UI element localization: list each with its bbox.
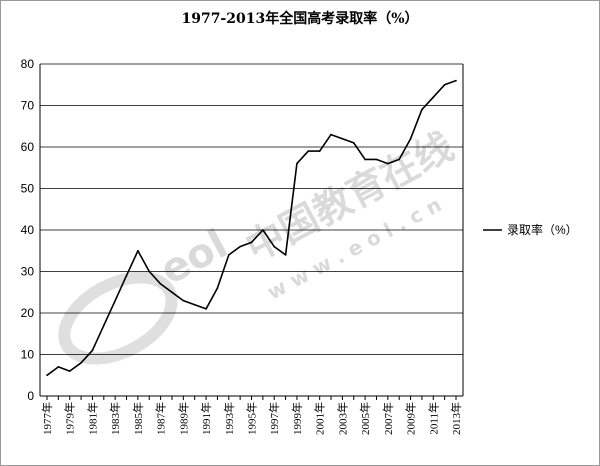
data-point	[80, 362, 82, 364]
data-point	[91, 349, 94, 352]
data-point	[330, 133, 332, 136]
x-tick-label: 1985年	[131, 402, 145, 435]
x-tick-label: 2007年	[381, 402, 395, 435]
y-tick-label: 80	[21, 57, 35, 71]
watermark: eol 中国教育在线 w w w . e o l . c n	[58, 124, 461, 365]
y-tick-label: 30	[21, 265, 35, 279]
data-point	[182, 299, 185, 302]
y-tick-label: 0	[27, 389, 34, 403]
x-tick-label: 1983年	[108, 402, 122, 435]
legend-label: 录取率（%）	[507, 222, 578, 237]
data-point	[171, 291, 173, 294]
x-tick-label: 1977年	[40, 402, 54, 435]
data-point	[273, 245, 276, 248]
y-tick-label: 10	[21, 348, 35, 362]
data-point	[68, 370, 71, 372]
data-point	[114, 299, 116, 302]
x-tick-label: 1987年	[154, 402, 168, 435]
x-tick-label: 2011年	[426, 402, 440, 435]
data-point	[227, 254, 230, 256]
data-point	[137, 249, 139, 252]
y-tick-labels: 0 10 20 30 40 50 60 70 80	[21, 57, 35, 403]
y-tick-label: 70	[21, 99, 35, 113]
watermark-logo-ring	[58, 271, 178, 365]
data-point	[148, 270, 151, 273]
legend: 录取率（%）	[483, 222, 578, 237]
data-point	[216, 287, 219, 289]
y-tick-label: 40	[21, 223, 35, 237]
x-tick-label: 1989年	[176, 402, 190, 435]
data-point	[193, 303, 196, 306]
x-tick-labels: 1977年 1979年 1981年 1983年 1985年 1987年 1989年 1991年…	[40, 402, 463, 435]
data-point	[318, 150, 321, 152]
series-group	[46, 79, 457, 377]
x-tick-label: 1991年	[199, 402, 213, 435]
x-tick-label: 1993年	[222, 402, 236, 435]
x-tick-label: 2009年	[404, 402, 418, 435]
data-point	[443, 83, 446, 86]
data-point	[409, 137, 412, 140]
x-tick-label: 2003年	[335, 402, 349, 435]
x-tick-label: 1979年	[63, 402, 77, 435]
data-point	[159, 283, 162, 285]
data-point	[341, 137, 344, 140]
data-point	[432, 96, 435, 98]
data-point	[46, 374, 48, 377]
x-tick-label: 1995年	[245, 402, 259, 435]
data-point	[125, 274, 128, 277]
data-point	[296, 162, 298, 165]
data-point	[205, 308, 207, 310]
gridlines	[40, 63, 463, 397]
data-point	[364, 158, 366, 161]
x-tick-label: 2013年	[449, 402, 463, 435]
y-tick-label: 20	[21, 306, 35, 320]
x-tick-label: 1999年	[290, 402, 304, 435]
data-point	[239, 245, 241, 248]
data-point	[398, 158, 400, 161]
data-point	[262, 229, 264, 231]
x-tick-label: 2001年	[313, 402, 327, 435]
chart-title: 1977-2013年全国高考录取率（%）	[181, 11, 419, 27]
data-point	[250, 241, 253, 244]
data-point	[375, 158, 378, 161]
data-point	[421, 108, 423, 111]
axes	[39, 64, 464, 400]
x-tick-label: 1981年	[85, 402, 99, 435]
data-point	[103, 324, 105, 327]
data-point	[352, 142, 355, 144]
data-point	[307, 150, 310, 152]
y-tick-label: 50	[21, 182, 35, 196]
data-point	[455, 79, 457, 82]
y-tick-label: 60	[21, 140, 35, 154]
data-point	[284, 254, 287, 256]
data-point	[387, 162, 389, 165]
x-tick-label: 2005年	[358, 402, 372, 435]
data-point	[57, 366, 60, 368]
x-tick-label: 1997年	[267, 402, 281, 435]
